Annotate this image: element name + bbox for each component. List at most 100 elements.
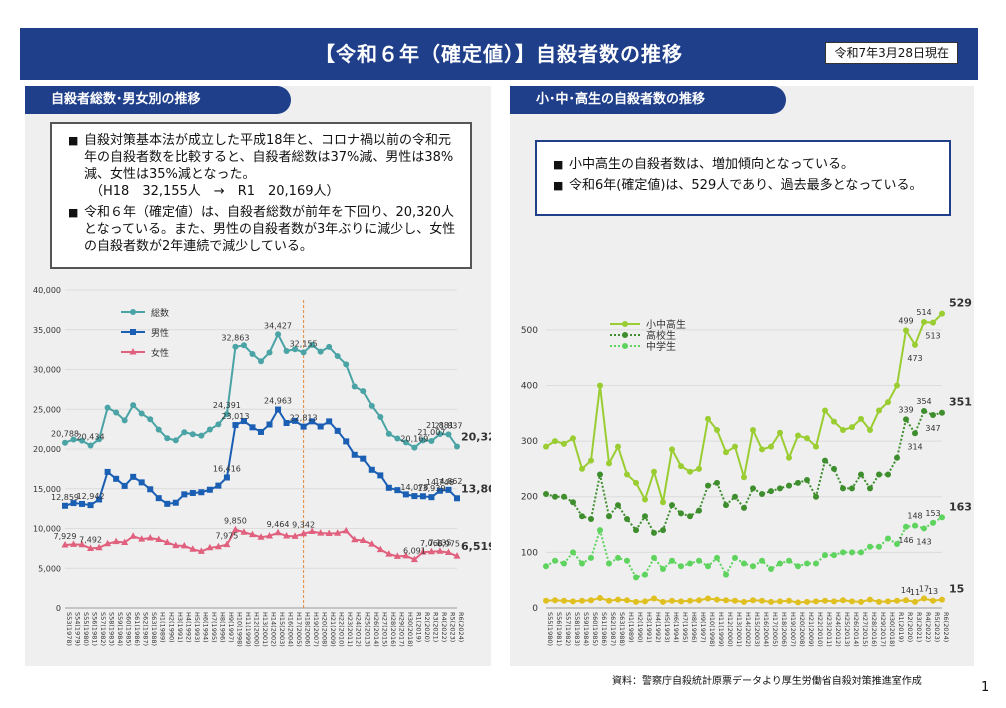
data-point bbox=[552, 597, 558, 604]
data-point bbox=[402, 551, 410, 559]
date-stamp: 令和7年3月28日現在 bbox=[825, 42, 958, 64]
data-point bbox=[552, 438, 558, 445]
x-tick-label: H15(2003) bbox=[278, 612, 286, 647]
data-point bbox=[376, 545, 384, 553]
data-point bbox=[687, 468, 693, 475]
data-point bbox=[223, 411, 230, 418]
data-point bbox=[317, 529, 325, 536]
data-label: 7,929 bbox=[54, 532, 77, 541]
data-point bbox=[903, 523, 909, 530]
data-point bbox=[266, 531, 274, 539]
x-tick-label: H2(1990) bbox=[636, 612, 644, 643]
data-point bbox=[232, 343, 239, 350]
data-point bbox=[146, 533, 154, 541]
x-tick-label: S55(1980) bbox=[546, 612, 554, 646]
data-point bbox=[903, 416, 909, 423]
data-point bbox=[552, 557, 558, 564]
data-point bbox=[579, 513, 585, 520]
page-header: 【令和６年（確定値）】自殺者数の推移 令和7年3月28日現在 bbox=[20, 28, 978, 80]
x-tick-label: S63(1988) bbox=[150, 612, 158, 646]
data-point bbox=[570, 435, 576, 442]
legend-marker bbox=[622, 332, 628, 338]
data-label: 20,169 bbox=[400, 435, 428, 444]
data-point bbox=[121, 538, 129, 545]
data-point bbox=[759, 490, 765, 497]
x-tick-label: H27(2015) bbox=[861, 612, 869, 647]
data-label: 13 bbox=[928, 587, 938, 596]
data-point bbox=[275, 331, 282, 338]
data-point bbox=[121, 417, 128, 424]
data-point bbox=[410, 555, 418, 563]
x-tick-label: R4(2022) bbox=[924, 612, 932, 642]
x-tick-label: H24(2012) bbox=[355, 612, 363, 647]
data-point bbox=[368, 402, 375, 409]
data-point bbox=[138, 410, 145, 417]
data-point bbox=[189, 545, 197, 552]
data-point bbox=[597, 594, 603, 601]
x-tick-label: H22(2010) bbox=[816, 612, 824, 647]
y-tick-label: 400 bbox=[521, 381, 538, 391]
x-tick-label: H29(2017) bbox=[879, 612, 887, 647]
x-tick-label: H1(1989) bbox=[159, 612, 167, 643]
data-point bbox=[687, 597, 693, 604]
data-point bbox=[723, 449, 729, 456]
data-point bbox=[454, 443, 460, 450]
data-label: 13,801 bbox=[461, 482, 491, 495]
legend-label: 小中高生 bbox=[646, 318, 686, 331]
data-point bbox=[669, 597, 675, 604]
data-point bbox=[885, 535, 891, 542]
data-point bbox=[687, 560, 693, 567]
data-point bbox=[351, 383, 358, 390]
right-note-text: 令和6年(確定値)は、529人であり、過去最多となっている。 bbox=[569, 178, 923, 193]
data-point bbox=[885, 399, 891, 406]
data-point bbox=[723, 571, 729, 578]
data-point bbox=[96, 436, 103, 443]
x-tick-label: H5(1993) bbox=[193, 612, 201, 643]
data-point bbox=[615, 596, 621, 603]
data-point bbox=[732, 597, 738, 604]
x-tick-label: H3(1991) bbox=[176, 612, 184, 643]
data-point bbox=[660, 527, 666, 534]
data-point bbox=[368, 540, 376, 547]
data-point bbox=[642, 598, 648, 605]
data-point bbox=[543, 597, 549, 604]
left-note-text: 自殺対策基本法が成立した平成18年と、コロナ禍以前の令和元年の自殺者数を比較する… bbox=[84, 133, 454, 182]
data-point bbox=[368, 466, 375, 473]
data-label: 354 bbox=[916, 397, 931, 406]
data-point bbox=[138, 479, 145, 486]
data-point bbox=[70, 436, 77, 443]
data-label: 314 bbox=[907, 442, 922, 451]
data-point bbox=[112, 537, 120, 545]
data-label: 6,519 bbox=[461, 540, 491, 553]
data-label: 6,091 bbox=[403, 547, 426, 556]
data-point bbox=[61, 540, 69, 548]
data-point bbox=[849, 549, 855, 556]
y-tick-label: 15,000 bbox=[33, 485, 61, 494]
data-point bbox=[240, 418, 247, 425]
left-panel: 自殺者総数･男女別の推移 自殺対策基本法が成立した平成18年と、コロナ禍以前の令… bbox=[25, 86, 491, 666]
data-point bbox=[750, 485, 756, 492]
data-label: 6,975 bbox=[437, 540, 460, 549]
x-tick-label: S54(1979) bbox=[74, 612, 82, 646]
data-point bbox=[428, 437, 435, 444]
x-tick-label: R4(2022) bbox=[440, 612, 448, 642]
x-tick-label: H6(1994) bbox=[672, 612, 680, 643]
left-panel-title: 自殺者総数･男女別の推移 bbox=[25, 86, 291, 114]
x-tick-label: H12(2000) bbox=[252, 612, 260, 647]
data-point bbox=[249, 350, 256, 357]
data-label: 339 bbox=[898, 405, 913, 414]
data-point bbox=[606, 560, 612, 567]
data-point bbox=[795, 563, 801, 570]
data-point bbox=[741, 504, 747, 511]
data-point bbox=[436, 431, 443, 438]
page-title: 【令和６年（確定値）】自殺者数の推移 bbox=[315, 42, 683, 66]
data-point bbox=[624, 471, 630, 478]
data-point bbox=[912, 522, 918, 529]
data-point bbox=[419, 493, 426, 500]
data-point bbox=[885, 598, 891, 605]
data-label: 499 bbox=[898, 316, 913, 325]
data-point bbox=[96, 496, 103, 503]
x-tick-label: H19(2007) bbox=[789, 612, 797, 647]
x-tick-label: R6(2024) bbox=[942, 612, 950, 642]
data-label: 34,427 bbox=[264, 321, 292, 330]
